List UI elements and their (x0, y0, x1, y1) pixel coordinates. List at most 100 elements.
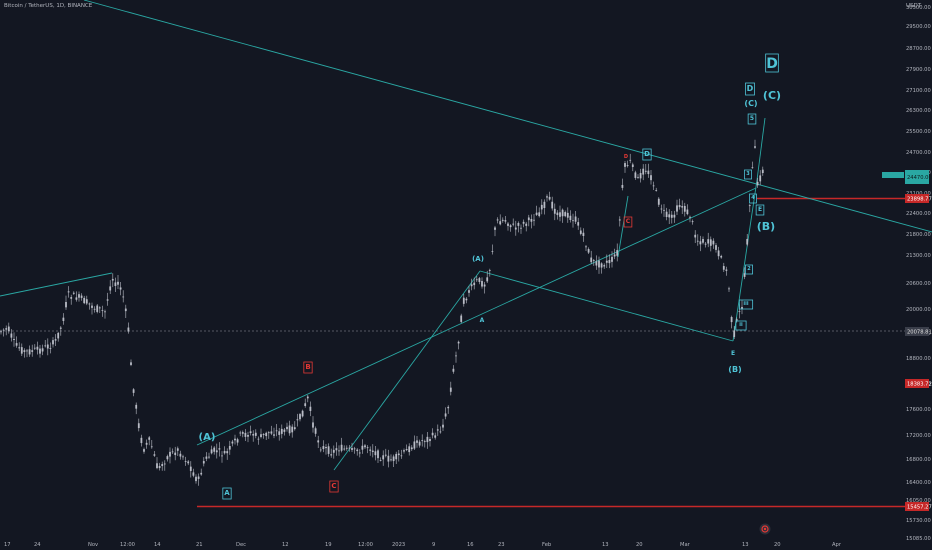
candle (743, 267, 746, 280)
candle-body (192, 472, 195, 476)
candle (98, 306, 101, 313)
candle (512, 218, 515, 227)
candle-body (605, 260, 608, 263)
candle (111, 273, 114, 288)
candle-body (442, 424, 444, 428)
candle-body (335, 448, 338, 451)
candle-body (137, 423, 140, 429)
candle-body (486, 277, 489, 282)
candle-body (280, 428, 283, 434)
candle-body (169, 451, 171, 457)
candle (517, 221, 520, 233)
candle-body (444, 413, 447, 417)
candle (124, 304, 127, 319)
candle (18, 342, 21, 352)
candle-body (83, 297, 86, 304)
candle (574, 211, 577, 225)
candle (369, 446, 372, 456)
candle-body (179, 453, 182, 457)
candle (348, 445, 351, 452)
time-axis[interactable]: 17 24 Nov 12:00 14 21 Dec 12 19 12:00 2023 9 16 23 Feb… (4, 542, 842, 548)
candle (39, 344, 41, 358)
candle (590, 250, 593, 265)
candle (114, 277, 117, 292)
candle (733, 326, 736, 340)
candle (96, 304, 99, 314)
candle (202, 457, 205, 467)
price-tick-label: 28700.00 (906, 46, 931, 52)
candle-body (577, 222, 580, 226)
wave-label-box (755, 204, 765, 216)
candle-body (728, 288, 730, 290)
symbol-title[interactable]: Bitcoin / TetherUS, 1D, BINANCE (4, 3, 93, 9)
candle (143, 447, 145, 454)
candle-body (761, 169, 764, 174)
candle-body (696, 240, 699, 242)
candle-body (182, 456, 184, 458)
candle-body (343, 448, 346, 450)
candle (371, 444, 374, 458)
candle (179, 450, 182, 460)
candle (158, 462, 161, 471)
candle-body (296, 419, 299, 421)
candle-body (187, 461, 190, 464)
time-tick-label: 13 (602, 542, 609, 548)
candle (57, 331, 60, 342)
candle-body (254, 432, 257, 436)
candle (624, 161, 626, 173)
candle (561, 208, 564, 223)
price-tick-label: 21800.00 (906, 232, 931, 238)
time-tick-label: 12:00 (358, 542, 373, 548)
wave-label-text: 5 (750, 115, 754, 122)
candle (33, 344, 36, 351)
wave-label-text: D (624, 154, 628, 160)
candle-body (522, 221, 525, 224)
candle-body (80, 295, 83, 298)
candle (88, 302, 91, 310)
price-tick-label: 27900.00 (906, 67, 931, 73)
candle (293, 421, 296, 431)
candle-body (608, 260, 611, 264)
candle-body (673, 214, 676, 218)
candle (717, 246, 720, 260)
candle (132, 388, 135, 397)
candle (260, 428, 262, 439)
record-icon[interactable] (759, 523, 771, 535)
candle-body (709, 239, 712, 246)
candle (127, 322, 130, 334)
candle (283, 428, 286, 436)
candle (184, 456, 187, 466)
candle (67, 286, 70, 298)
candle (119, 281, 122, 296)
candle (535, 205, 538, 217)
wave-label: C (623, 216, 633, 228)
candle (678, 198, 681, 210)
candle-body (306, 396, 309, 399)
candle-body (642, 168, 645, 175)
candle-body (202, 461, 205, 464)
candle-body (488, 270, 491, 271)
candle (618, 216, 621, 227)
candle-body (715, 245, 717, 250)
wave-label-text: A (224, 489, 230, 497)
candle-body (400, 455, 403, 457)
candle-body (78, 294, 80, 298)
time-tick-label: Apr (832, 542, 842, 548)
candle-body (397, 453, 400, 456)
price-tick-label: 27100.00 (906, 88, 931, 94)
candle-body (535, 212, 538, 215)
candle-body (423, 441, 426, 443)
wave-label: E (731, 350, 735, 357)
candle-body (665, 211, 668, 218)
candle (291, 424, 294, 438)
horizontal-levels (0, 197, 905, 508)
candle (161, 461, 164, 471)
trendline-7 (756, 117, 766, 181)
price-axis[interactable]: 30500.00 29500.00 28700.00 27900.00 27100.00… (906, 5, 931, 542)
candle (208, 452, 210, 459)
candle (566, 207, 569, 223)
candle-body (494, 227, 496, 230)
candle-body (0, 331, 2, 333)
